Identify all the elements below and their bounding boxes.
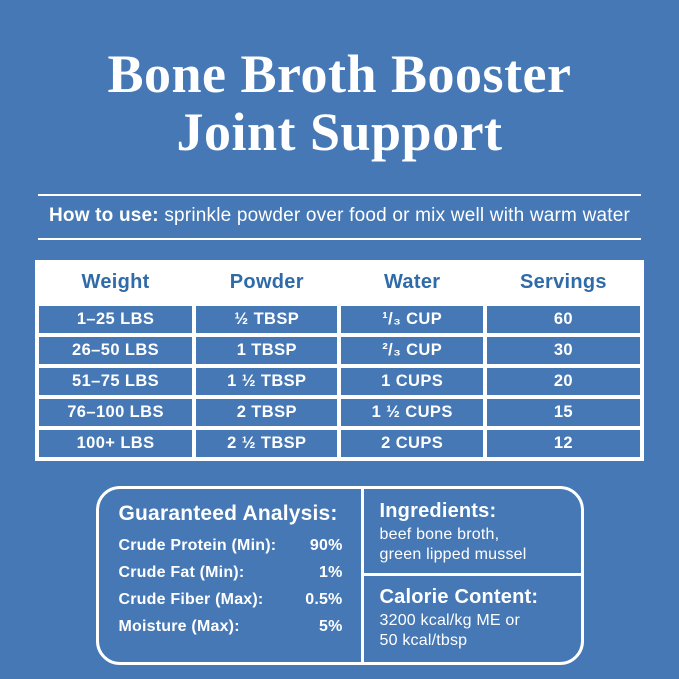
- analysis-label: Crude Protein (Min):: [118, 536, 277, 554]
- analysis-row: Moisture (Max): 5%: [119, 618, 343, 636]
- how-to-use-label: How to use:: [48, 204, 159, 226]
- table-row: 76–100 LBS 2 TBSP 1 ½ CUPS 15: [39, 398, 640, 426]
- cell-powder: 2 TBSP: [196, 398, 338, 426]
- analysis-label: Crude Fat (Min):: [118, 563, 245, 581]
- table-header-row: Weight Powder Water Servings: [39, 263, 640, 302]
- analysis-value: 90%: [309, 536, 343, 554]
- cell-servings: 60: [486, 305, 640, 333]
- cell-powder: 2 ½ TBSP: [196, 429, 338, 457]
- table-row: 1–25 LBS ½ TBSP ¹/₃ CUP 60: [39, 305, 640, 333]
- cell-weight: 26–50 LBS: [39, 336, 193, 364]
- cell-servings: 20: [486, 367, 640, 395]
- cell-water: 2 CUPS: [341, 429, 483, 457]
- info-panel: Guaranteed Analysis: Crude Protein (Min)…: [95, 485, 584, 665]
- table-row: 100+ LBS 2 ½ TBSP 2 CUPS 12: [39, 429, 640, 457]
- calorie-content-section: Calorie Content: 3200 kcal/kg ME or 50 k…: [364, 576, 581, 662]
- analysis-row: Crude Fat (Min): 1%: [119, 564, 343, 582]
- analysis-label: Moisture (Max):: [118, 617, 240, 635]
- col-header-water: Water: [341, 263, 483, 302]
- table-row: 51–75 LBS 1 ½ TBSP 1 CUPS 20: [39, 367, 640, 395]
- analysis-label: Crude Fiber (Max):: [118, 590, 264, 608]
- cell-water: 1 CUPS: [341, 367, 483, 395]
- ingredients-line: green lipped mussel: [379, 545, 527, 563]
- cell-weight: 76–100 LBS: [39, 398, 193, 426]
- cell-powder: ½ TBSP: [196, 305, 338, 333]
- cell-servings: 15: [486, 398, 640, 426]
- analysis-value: 0.5%: [305, 590, 343, 608]
- analysis-row: Crude Fiber (Max): 0.5%: [119, 591, 343, 609]
- dosage-table: Weight Powder Water Servings 1–25 LBS ½ …: [35, 259, 644, 461]
- col-header-weight: Weight: [39, 263, 193, 302]
- title-line-2: Joint Support: [176, 101, 503, 162]
- col-header-servings: Servings: [486, 263, 640, 302]
- cell-powder: 1 TBSP: [196, 336, 338, 364]
- cell-weight: 51–75 LBS: [39, 367, 193, 395]
- info-panel-right: Ingredients: beef bone broth, green lipp…: [360, 488, 581, 662]
- how-to-use-strip: How to use: sprinkle powder over food or…: [38, 193, 641, 240]
- ingredients-line: beef bone broth,: [379, 525, 500, 543]
- analysis-value: 1%: [318, 563, 343, 581]
- cell-water: 1 ½ CUPS: [341, 398, 483, 426]
- how-to-use-text: sprinkle powder over food or mix well wi…: [164, 204, 631, 226]
- cell-servings: 30: [486, 336, 640, 364]
- ingredients-title: Ingredients:: [379, 499, 497, 522]
- ingredients-section: Ingredients: beef bone broth, green lipp…: [363, 489, 581, 577]
- guaranteed-analysis-section: Guaranteed Analysis: Crude Protein (Min)…: [99, 489, 361, 662]
- cell-water: ²/₃ CUP: [341, 336, 483, 364]
- calorie-line: 3200 kcal/kg ME or: [379, 612, 521, 630]
- cell-powder: 1 ½ TBSP: [196, 367, 338, 395]
- col-header-powder: Powder: [196, 263, 338, 302]
- analysis-value: 5%: [318, 617, 343, 635]
- page-title: Bone Broth Booster Joint Support: [0, 0, 679, 162]
- cell-weight: 1–25 LBS: [39, 305, 193, 333]
- calorie-content-title: Calorie Content:: [379, 586, 539, 609]
- analysis-row: Crude Protein (Min): 90%: [119, 537, 343, 555]
- title-line-1: Bone Broth Booster: [107, 44, 572, 104]
- guaranteed-analysis-title: Guaranteed Analysis:: [118, 501, 338, 525]
- cell-servings: 12: [486, 429, 640, 457]
- cell-water: ¹/₃ CUP: [341, 305, 483, 333]
- calorie-line: 50 kcal/tbsp: [379, 632, 468, 650]
- cell-weight: 100+ LBS: [39, 429, 193, 457]
- table-row: 26–50 LBS 1 TBSP ²/₃ CUP 30: [39, 336, 640, 364]
